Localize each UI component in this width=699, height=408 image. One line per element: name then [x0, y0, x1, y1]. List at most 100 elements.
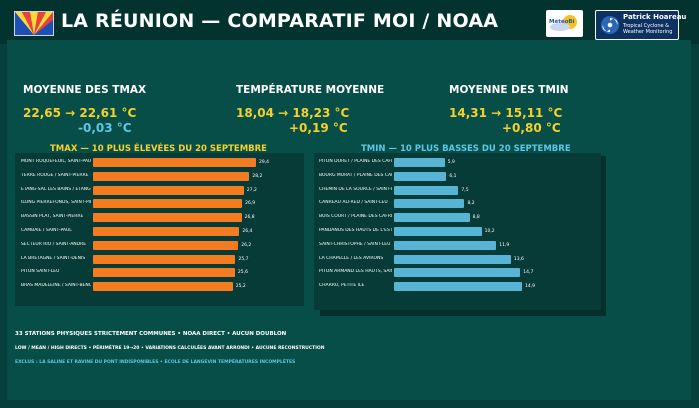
tmin-value-label: 13,6	[513, 256, 524, 262]
tmax-value-label: 27,2	[246, 187, 257, 193]
kpi-tmax-label: MOYENNE DES TMAX	[23, 84, 147, 96]
tmin-row: CHARRU, PETITE ÎLE 14,9	[319, 282, 542, 292]
patrick-hoareau-logo: Patrick Hoareau Tropical Cyclone & Weath…	[595, 10, 686, 40]
tmin-bar	[394, 282, 522, 292]
tmax-value-label: 26,9	[245, 201, 256, 207]
tmax-station-label: CAMBAIE / SAINT-PAUL	[21, 228, 72, 233]
tmax-station-label: MONT ROQUEFEUIL, SAINT-PAUL	[21, 159, 91, 164]
tmax-station-label: BRAS MADELEINE / SAINT-BENOIT	[21, 283, 91, 289]
tmax-bar	[93, 158, 256, 167]
tmin-station-label: PITON DORET / PLAINE DES CAFRES	[319, 159, 392, 164]
tmin-value-label: 11,9	[499, 242, 510, 248]
tmax-value-label: 26,8	[244, 215, 255, 221]
tmin-value-label: 6,1	[449, 173, 457, 179]
tmax-bar	[93, 171, 250, 181]
tmin-bar	[394, 171, 447, 181]
tmin-station-label: CHEMIN DE LA SOURCE / SAINT-LEU	[319, 186, 392, 192]
tmin-station-label: LA CHAPELLE / LES AVIRONS	[319, 255, 384, 261]
tmax-bar	[93, 213, 242, 223]
tmax-bar	[93, 199, 243, 209]
tmin-station-label: SAINT-CHRISTOPHE / SAINT-LEU	[319, 241, 391, 247]
tmin-row: PITON ARMAND LES HAUTS, SAINT-ANDRÉ 14,7	[319, 268, 542, 278]
logo-tagline-1: Tropical Cyclone &	[623, 23, 670, 29]
tmax-row: ILONG PIERREFONDS, SAINT-PIERRE 26,9	[21, 199, 276, 209]
kpi-tmax-delta: -0,03 °C	[78, 121, 132, 135]
tmin-bar	[394, 199, 465, 209]
tmax-value-label: 25,6	[237, 270, 248, 276]
tmax-station-label: TERRE ROUGE / SAINT-PIERRE	[21, 172, 89, 178]
tmin-bar	[394, 185, 459, 195]
tmin-bar	[394, 158, 445, 167]
tmax-row: LA BRETAGNE / SAINT-DENIS 25,7	[21, 254, 276, 264]
tmin-value-label: 8,8	[472, 215, 480, 221]
tmin-row: BOIS COURT / PLAINE DES CAFRES 8,8	[319, 213, 542, 223]
tmin-station-label: PITON ARMAND LES HAUTS, SAINT-ANDRÉ	[319, 269, 392, 275]
tmin-value-label: 14,9	[525, 284, 536, 290]
tmin-bar	[394, 268, 521, 278]
tmax-row: TERRE ROUGE / SAINT-PIERRE 28,2	[21, 171, 276, 181]
tmax-value-label: 29,4	[259, 160, 270, 165]
tmax-station-label: SECTEUR RIO / SAINT-ANDRÉ	[21, 241, 87, 247]
tmax-bar	[93, 268, 235, 278]
logo-name: Patrick Hoareau	[623, 13, 687, 21]
footer-exclusions: EXCLUS : LA SALINE ET RAVINE DU PONT IND…	[15, 360, 296, 365]
kpi-tmoy: TEMPÉRATURE MOYENNE 18,04 → 18,23 °C +0,…	[236, 84, 385, 135]
tmax-value-label: 25,7	[238, 256, 249, 262]
tmin-row: SAINT-CHRISTOPHE / SAINT-LEU 11,9	[319, 240, 542, 250]
tmax-row: BRAS MADELEINE / SAINT-BENOIT 25,2	[21, 282, 276, 292]
kpi-tmoy-value: 18,04 → 18,23 °C	[236, 106, 350, 120]
tmax-value-label: 28,2	[252, 173, 263, 179]
kpi-tmax-value: 22,65 → 22,61 °C	[23, 106, 137, 120]
kpi-tmin-label: MOYENNE DES TMIN	[449, 84, 569, 96]
tmin-value-label: 10,2	[484, 229, 495, 234]
tmax-row: MONT ROQUEFEUIL, SAINT-PAUL 29,4	[21, 158, 276, 167]
kpi-tmin: MOYENNE DES TMIN 14,31 → 15,11 °C +0,80 …	[449, 84, 569, 135]
tmax-row: BASSIN PLAT, SAINT-PIERRE 26,8	[21, 213, 276, 223]
tmax-chart-title: TMAX — 10 PLUS ÉLEVÉES DU 20 SEPTEMBRE	[50, 144, 267, 154]
tmin-row: CHEMIN DE LA SOURCE / SAINT-LEU 7,5	[319, 185, 542, 195]
tmin-bar	[394, 213, 470, 223]
tmin-bar	[394, 254, 511, 264]
tmax-station-label: BASSIN PLAT, SAINT-PIERRE	[21, 214, 84, 220]
tmax-bar	[93, 254, 236, 264]
kpi-tmin-value: 14,31 → 15,11 °C	[449, 106, 563, 120]
tmax-station-label: PITON SAINT-LEU	[21, 269, 60, 275]
footer-stations: 33 STATIONS PHYSIQUES STRICTEMENT COMMUN…	[15, 331, 287, 337]
tmin-station-label: BOURG MURAT / PLAINE DES CAFRES	[319, 172, 392, 178]
tmin-row: CANREAU ALFRED / SAINT-LEU 8,2	[319, 199, 542, 209]
tmax-bar	[93, 240, 239, 250]
tmin-row: PANDANUS DES HAUTS DE L'EST / LA PLAINE 1…	[319, 227, 542, 236]
tmax-row: CAMBAIE / SAINT-PAUL 26,4	[21, 227, 276, 236]
tmax-station-label: ILONG PIERREFONDS, SAINT-PIERRE	[21, 200, 91, 206]
tmin-chart-card: PITON DORET / PLAINE DES CAFRES 5,9 BOURG …	[314, 153, 601, 310]
meteo-logo-text: MétéoBi	[549, 19, 575, 25]
tmin-row: PITON DORET / PLAINE DES CAFRES 5,9	[319, 158, 542, 167]
tmax-row: ETANG-SAL LES BAINS / ETANG-SAL 27,2	[21, 185, 276, 195]
tmax-value-label: 25,2	[235, 284, 246, 290]
header-bar: LA RÉUNION — COMPARATIF MOI / NOAA Météo…	[0, 0, 699, 44]
tmax-value-label: 26,4	[242, 229, 253, 234]
tmax-value-label: 26,2	[241, 242, 252, 248]
reunion-flag-icon	[14, 11, 54, 36]
tmin-value-label: 14,7	[523, 270, 534, 276]
footer-method: LOW / MEAN / HIGH DIRECTS • PÉRIMÈTRE 19…	[15, 346, 325, 351]
tmin-value-label: 7,5	[461, 187, 469, 193]
tmax-bar	[93, 282, 233, 292]
kpi-tmoy-label: TEMPÉRATURE MOYENNE	[236, 84, 385, 96]
cyclone-icon	[601, 16, 619, 34]
tmin-bar	[394, 240, 497, 250]
tmin-station-label: BOIS COURT / PLAINE DES CAFRES	[319, 214, 392, 220]
tmax-row: SECTEUR RIO / SAINT-ANDRÉ 26,2	[21, 240, 276, 250]
tmax-chart-card: MONT ROQUEFEUIL, SAINT-PAUL 29,4 TERRE ROU…	[15, 153, 304, 306]
tmin-value-label: 8,2	[467, 201, 475, 207]
kpi-tmin-delta: +0,80 °C	[502, 121, 561, 135]
tmin-station-label: PANDANUS DES HAUTS DE L'EST / LA PLAINE	[319, 228, 392, 233]
tmin-chart-title: TMIN — 10 PLUS BASSES DU 20 SEPTEMBRE	[361, 144, 571, 154]
tmin-value-label: 5,9	[447, 160, 455, 165]
tmin-station-label: CHARRU, PETITE ÎLE	[319, 283, 365, 289]
tmin-row: LA CHAPELLE / LES AVIRONS 13,6	[319, 254, 542, 264]
kpi-tmoy-delta: +0,19 °C	[289, 121, 348, 135]
tmin-station-label: CANREAU ALFRED / SAINT-LEU	[319, 200, 388, 206]
kpi-tmax: MOYENNE DES TMAX 22,65 → 22,61 °C -0,03 …	[23, 84, 147, 135]
tmin-row: BOURG MURAT / PLAINE DES CAFRES 6,1	[319, 171, 542, 181]
